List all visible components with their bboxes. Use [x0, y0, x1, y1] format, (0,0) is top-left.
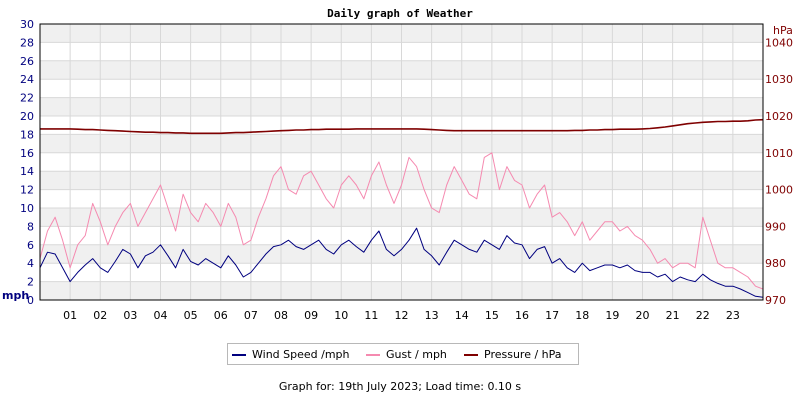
y-left-tick-label: 26: [20, 55, 34, 68]
x-tick-label: 15: [485, 309, 499, 322]
x-tick-label: 21: [666, 309, 680, 322]
x-tick-label: 12: [395, 309, 409, 322]
legend-label-gust: Gust / mph: [386, 348, 447, 361]
y-left-tick-label: 28: [20, 36, 34, 49]
x-tick-label: 09: [304, 309, 318, 322]
x-tick-label: 10: [334, 309, 348, 322]
x-tick-label: 23: [726, 309, 740, 322]
footer-caption: Graph for: 19th July 2023; Load time: 0.…: [0, 380, 800, 393]
y-right-tick-label: 1040: [765, 36, 793, 49]
x-tick-label: 06: [214, 309, 228, 322]
x-tick-label: 08: [274, 309, 288, 322]
y-left-tick-label: 24: [20, 73, 34, 86]
legend: Wind Speed /mph Gust / mph Pressure / hP…: [227, 343, 579, 365]
y-left-tick-label: 4: [27, 257, 34, 270]
footer-date: 19th July 2023;: [338, 380, 422, 393]
y-left-tick-label: 18: [20, 128, 34, 141]
x-tick-label: 17: [545, 309, 559, 322]
y-right-tick-label: 1020: [765, 110, 793, 123]
x-tick-label: 14: [455, 309, 469, 322]
y-right-tick-label: 1000: [765, 184, 793, 197]
y-left-tick-label: 20: [20, 110, 34, 123]
x-tick-label: 07: [244, 309, 258, 322]
x-tick-label: 02: [93, 309, 107, 322]
x-tick-label: 19: [605, 309, 619, 322]
x-tick-label: 04: [154, 309, 168, 322]
footer-load-label: Load time:: [425, 380, 484, 393]
y-right-tick-label: 990: [765, 220, 786, 233]
y-left-tick-label: 22: [20, 92, 34, 105]
y-right-tick-label: 1010: [765, 147, 793, 160]
y-axis-right-label: hPa: [773, 24, 793, 37]
x-tick-label: 01: [63, 309, 77, 322]
y-left-tick-label: 0: [27, 294, 34, 307]
y-right-tick-label: 1030: [765, 73, 793, 86]
y-left-tick-label: 6: [27, 239, 34, 252]
x-tick-label: 18: [575, 309, 589, 322]
chart-title: Daily graph of Weather: [327, 7, 473, 20]
x-tick-label: 20: [636, 309, 650, 322]
y-left-tick-label: 2: [27, 276, 34, 289]
legend-label-wind: Wind Speed /mph: [252, 348, 350, 361]
plot-grid: [40, 24, 763, 300]
y-left-tick-label: 8: [27, 220, 34, 233]
footer-label: Graph for:: [278, 380, 335, 393]
y-axis-right-tick-labels: 970 980 990 1000 1010 1020 1030 1040: [765, 36, 793, 307]
legend-swatch-pressure: [464, 354, 478, 356]
x-tick-label: 16: [515, 309, 529, 322]
gust-series-line: [39, 152, 764, 290]
x-tick-label: 11: [364, 309, 378, 322]
x-tick-label: 13: [425, 309, 439, 322]
y-left-tick-label: 16: [20, 147, 34, 160]
y-left-tick-label: 10: [20, 202, 34, 215]
series-layer: [39, 118, 764, 298]
x-axis-tick-labels: 01 02 03 04 05 06 07 08 09 10 11 12 13 14 15 16 17 18 19 20…: [63, 309, 740, 322]
legend-swatch-gust: [366, 354, 380, 356]
pressure-series-line: [40, 118, 764, 135]
x-tick-label: 05: [184, 309, 198, 322]
plot-frame: [39, 23, 764, 301]
wind-speed-series-line: [39, 227, 764, 298]
y-left-tick-label: 12: [20, 184, 34, 197]
x-tick-label: 22: [696, 309, 710, 322]
legend-swatch-wind: [232, 354, 246, 356]
x-tick-label: 03: [123, 309, 137, 322]
footer-load-time: 0.10 s: [487, 380, 522, 393]
y-right-tick-label: 980: [765, 257, 786, 270]
y-left-tick-label: 14: [20, 165, 34, 178]
legend-label-pressure: Pressure / hPa: [484, 348, 562, 361]
y-left-tick-label: 30: [20, 18, 34, 31]
y-right-tick-label: 970: [765, 294, 786, 307]
y-axis-left-label: mph: [2, 289, 29, 302]
